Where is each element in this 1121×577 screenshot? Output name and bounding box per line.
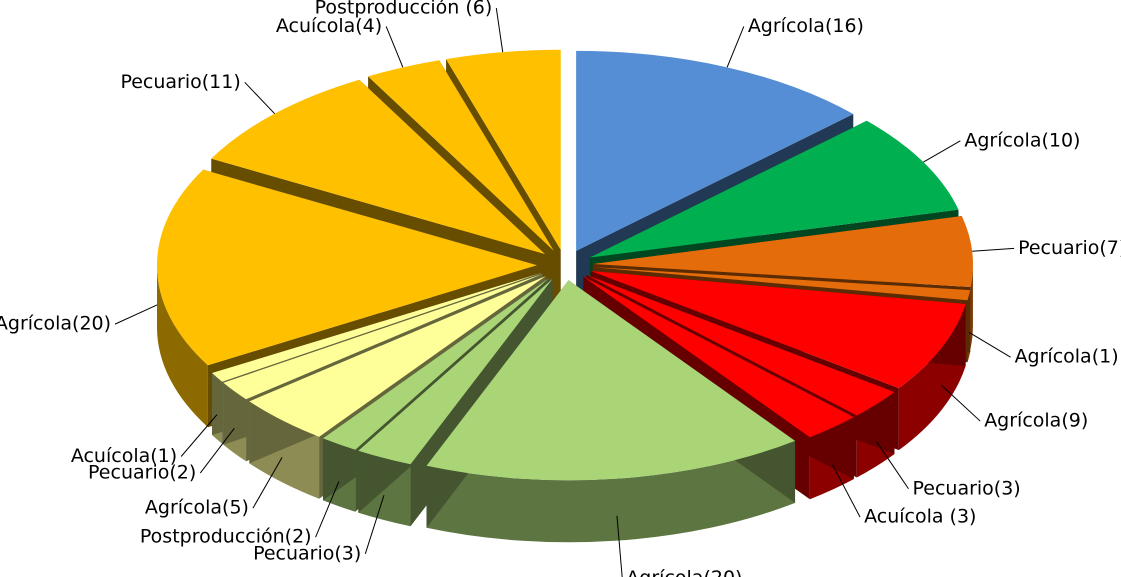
slice <box>583 276 854 438</box>
slice <box>249 276 546 437</box>
slice <box>426 280 796 481</box>
leader-line <box>972 247 1015 252</box>
leader-line <box>832 464 861 518</box>
data-label: Pecuario(7) <box>1018 237 1121 259</box>
data-label: Agrícola(20) <box>0 313 111 335</box>
leader-line <box>876 441 909 490</box>
slice <box>592 215 973 287</box>
leader-line <box>616 515 623 577</box>
data-label: Pecuario(2) <box>88 462 196 484</box>
leader-line <box>923 140 961 163</box>
slice-group <box>426 280 796 543</box>
data-label: Acuícola(4) <box>276 15 382 37</box>
slice <box>157 169 538 366</box>
data-label: Agrícola(20) <box>626 567 742 577</box>
leader-line <box>385 26 404 68</box>
data-label: Agrícola(1) <box>1015 346 1119 368</box>
leader-line <box>315 481 340 538</box>
slice <box>592 267 971 301</box>
leader-line <box>244 81 276 115</box>
slice-side <box>157 265 208 428</box>
data-label: Pecuario(3) <box>912 477 1020 499</box>
leader-line <box>495 7 504 53</box>
slice-side <box>426 440 796 543</box>
data-label: Postproducción (6) <box>315 0 493 19</box>
slice <box>223 274 543 400</box>
data-label: Acuícola(1) <box>71 445 177 467</box>
slice <box>586 274 895 416</box>
data-label: Pecuario(3) <box>253 542 361 564</box>
slice <box>446 49 561 250</box>
leader-line <box>968 331 1011 358</box>
slice <box>212 273 542 382</box>
leader-line <box>114 304 158 325</box>
data-label: Agrícola(9) <box>984 410 1088 432</box>
data-label: Pecuario(11) <box>120 71 240 93</box>
leader-line <box>364 495 385 554</box>
slice <box>589 120 959 258</box>
leader-line <box>252 457 283 509</box>
data-label: Acuícola (3) <box>864 506 976 528</box>
slice <box>590 270 966 389</box>
data-label: Agrícola(5) <box>145 497 249 519</box>
slice <box>211 79 546 255</box>
data-label: Agrícola(10) <box>964 129 1080 151</box>
slice <box>358 278 553 465</box>
slice <box>576 50 854 251</box>
slice-side <box>970 264 973 349</box>
slice <box>322 277 550 450</box>
data-label: Postproducción(2) <box>140 526 312 548</box>
leader-line <box>726 26 745 68</box>
leader-line <box>199 428 235 474</box>
slice <box>368 60 554 251</box>
data-label: Agrícola(16) <box>748 15 864 37</box>
leader-line <box>180 414 218 457</box>
leader-line <box>941 384 981 422</box>
